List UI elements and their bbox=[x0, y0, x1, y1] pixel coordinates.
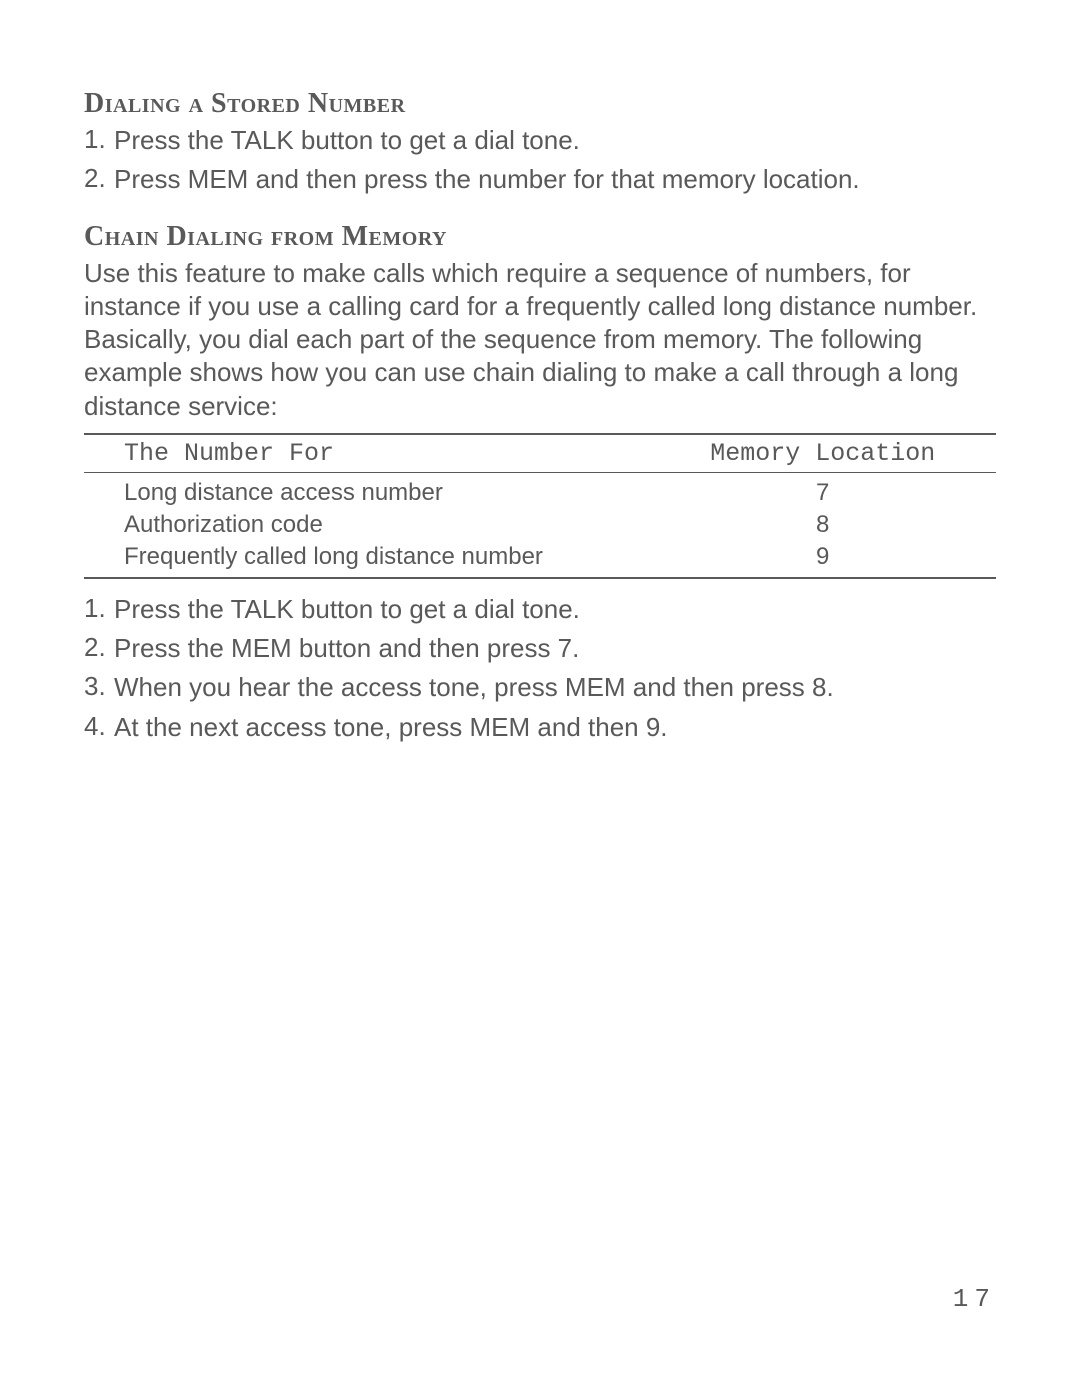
step-text: Press the MEM button and then press 7. bbox=[114, 632, 579, 665]
step-text: Press the TALK button to get a dial tone… bbox=[114, 124, 580, 157]
step-text: Press MEM and then press the number for … bbox=[114, 163, 860, 196]
section2: Chain Dialing from Memory Use this featu… bbox=[84, 221, 996, 744]
section1-heading: Dialing a Stored Number bbox=[84, 88, 996, 120]
list-item: Press MEM and then press the number for … bbox=[84, 163, 996, 196]
section2-steps: Press the TALK button to get a dial tone… bbox=[84, 593, 996, 744]
list-item: Press the TALK button to get a dial tone… bbox=[84, 593, 996, 626]
table-header-col2: Memory Location bbox=[649, 434, 996, 473]
table-row: Long distance access number 7 bbox=[84, 472, 996, 509]
list-item: Press the MEM button and then press 7. bbox=[84, 632, 996, 665]
table-cell-label: Long distance access number bbox=[84, 472, 649, 509]
manual-page: Dialing a Stored Number Press the TALK b… bbox=[0, 0, 1080, 1374]
step-text: Press the TALK button to get a dial tone… bbox=[114, 593, 580, 626]
page-number: 17 bbox=[953, 1284, 996, 1314]
memory-table: The Number For Memory Location Long dist… bbox=[84, 433, 996, 579]
table-header-col1: The Number For bbox=[84, 434, 649, 473]
table-cell-loc: 9 bbox=[649, 541, 996, 578]
table-row: Frequently called long distance number 9 bbox=[84, 541, 996, 578]
table-header-row: The Number For Memory Location bbox=[84, 434, 996, 473]
step-text: At the next access tone, press MEM and t… bbox=[114, 711, 668, 744]
table-row: Authorization code 8 bbox=[84, 509, 996, 541]
table-cell-label: Frequently called long distance number bbox=[84, 541, 649, 578]
list-item: At the next access tone, press MEM and t… bbox=[84, 711, 996, 744]
section2-intro: Use this feature to make calls which req… bbox=[84, 257, 996, 423]
section1-steps: Press the TALK button to get a dial tone… bbox=[84, 124, 996, 197]
table-cell-loc: 7 bbox=[649, 472, 996, 509]
table-cell-label: Authorization code bbox=[84, 509, 649, 541]
section2-heading: Chain Dialing from Memory bbox=[84, 221, 996, 253]
list-item: When you hear the access tone, press MEM… bbox=[84, 671, 996, 704]
step-text: When you hear the access tone, press MEM… bbox=[114, 671, 834, 704]
table-cell-loc: 8 bbox=[649, 509, 996, 541]
list-item: Press the TALK button to get a dial tone… bbox=[84, 124, 996, 157]
